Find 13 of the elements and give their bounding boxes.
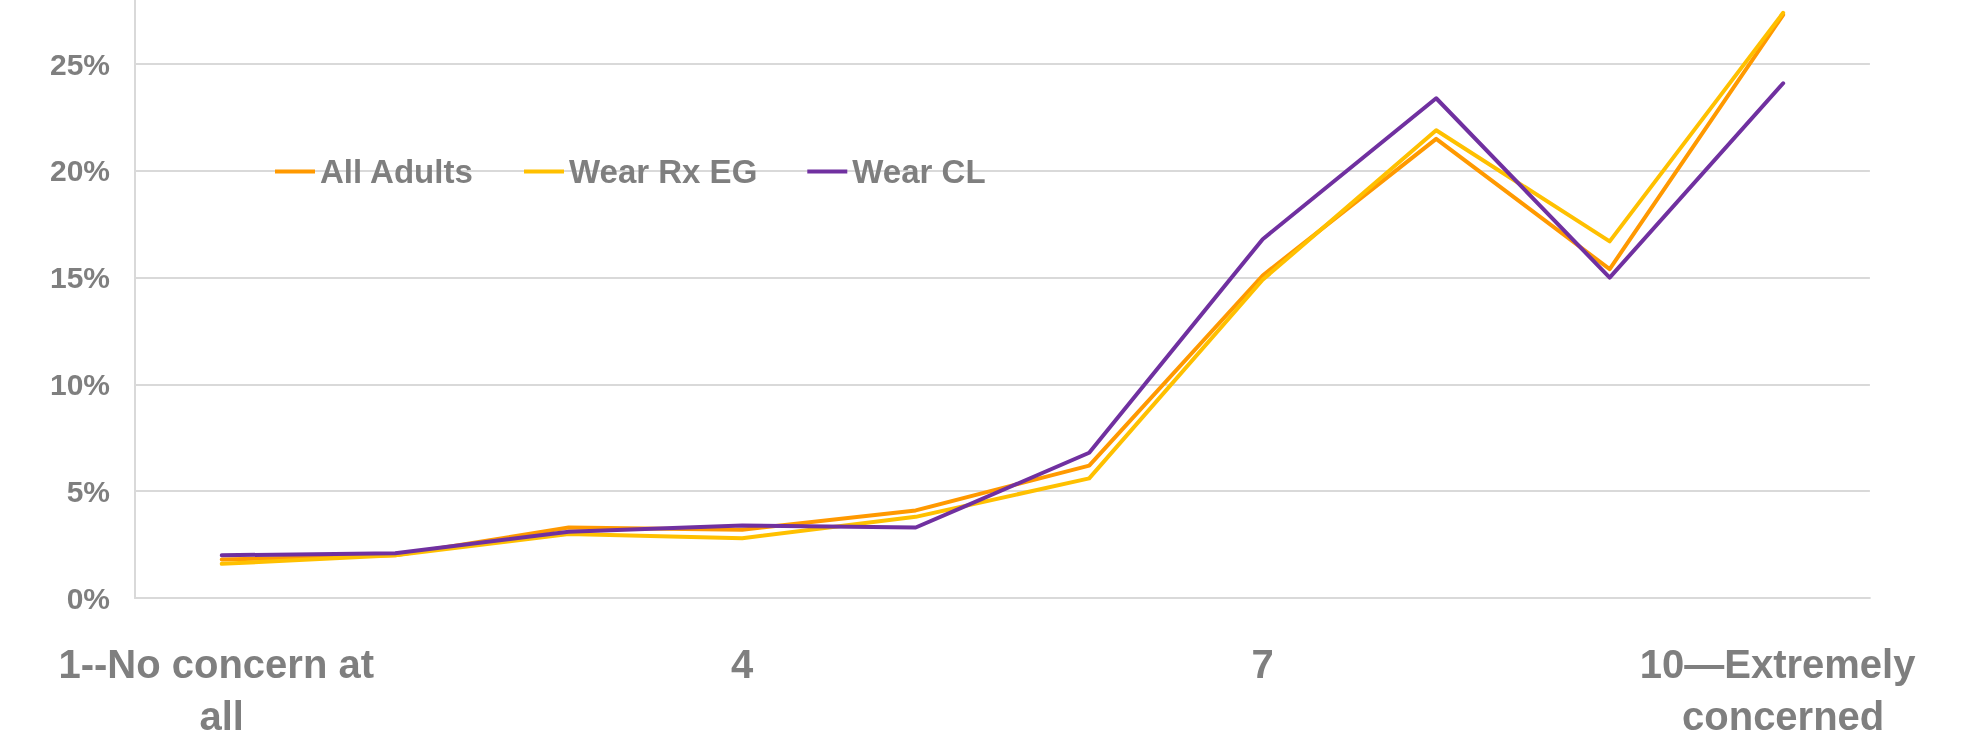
- legend-label: Wear CL: [852, 153, 986, 190]
- y-tick-label: 10%: [49, 367, 110, 401]
- x-tick-label: 1--No concern at all: [58, 642, 386, 738]
- legend-label: Wear Rx EG: [568, 153, 758, 190]
- y-tick-label: 5%: [66, 474, 110, 508]
- legend-label: All Adults: [320, 153, 473, 190]
- y-tick-label: 25%: [49, 47, 110, 81]
- y-tick-label: 20%: [49, 154, 110, 188]
- x-tick-label: 4: [731, 642, 755, 686]
- y-tick-label: 0%: [66, 581, 110, 615]
- y-tick-label: 15%: [49, 261, 110, 295]
- x-tick-label: 10—Extremely concerned: [1639, 642, 1927, 738]
- x-tick-label: 7: [1251, 642, 1274, 686]
